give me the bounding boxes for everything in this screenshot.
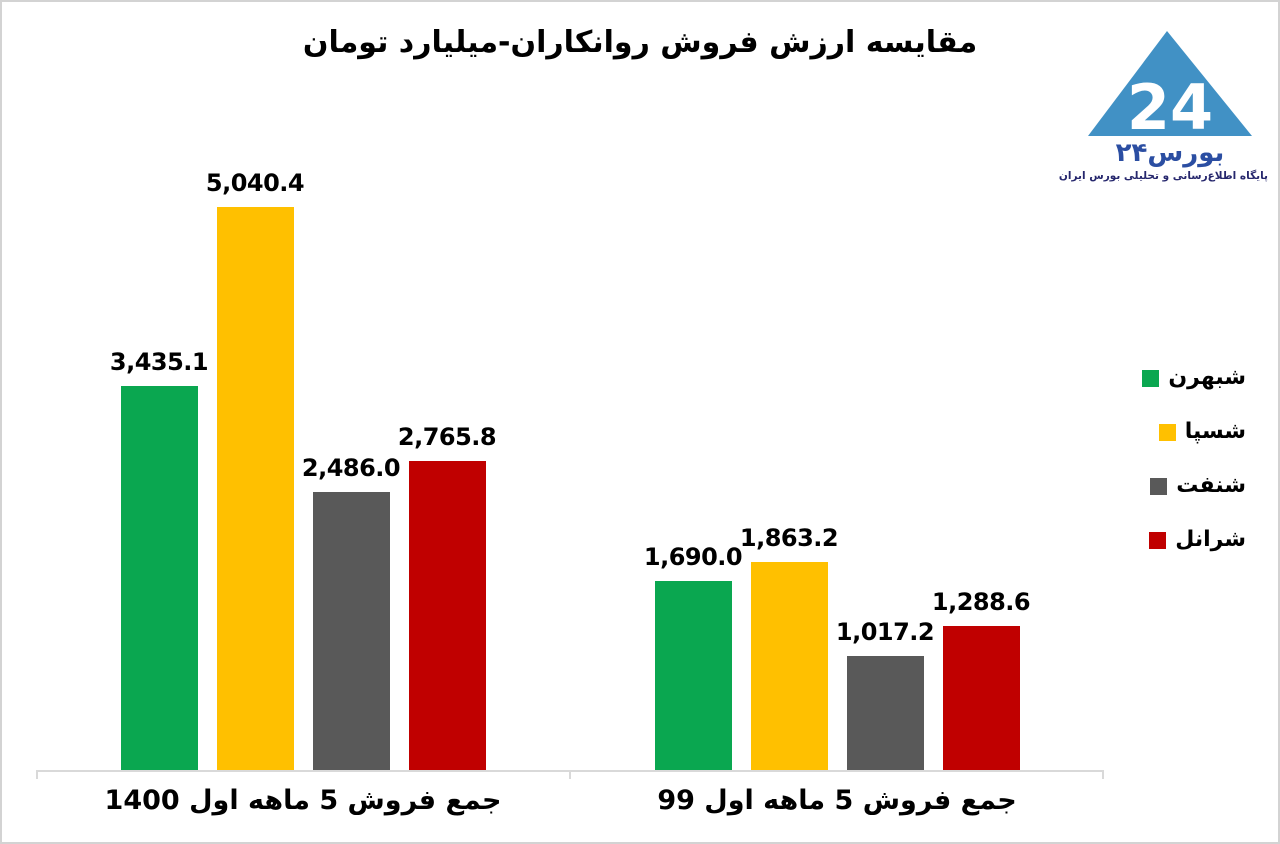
bar-g1-s4	[408, 461, 486, 770]
category-label-99: جمع فروش 5 ماهه اول 99	[657, 785, 1017, 816]
legend-item-2: شسپا	[1142, 418, 1246, 446]
bar-g1-s1	[120, 386, 198, 770]
legend-label: شرانل	[1175, 527, 1246, 552]
bar-g2-s4	[942, 626, 1020, 770]
legend-swatch-icon	[1142, 369, 1160, 387]
legend-item-3: شنفت	[1142, 472, 1246, 500]
bar-value-label: 1,017.2	[835, 618, 935, 646]
bar-value-label: 1,288.6	[931, 588, 1031, 616]
logo-24-digits: 24	[1126, 71, 1212, 138]
category-label-1400: جمع فروش 5 ماهه اول 1400	[104, 785, 502, 816]
legend-label: شنفت	[1176, 473, 1246, 498]
bar-g2-s1	[654, 581, 732, 770]
bar-value-label: 1,690.0	[643, 543, 743, 571]
bar-g1-s3	[312, 492, 390, 770]
legend-label: شسپا	[1184, 419, 1246, 444]
axis-tick-left	[36, 770, 38, 779]
axis-tick-right	[1102, 770, 1104, 779]
legend-item-1: شبهرن	[1142, 364, 1246, 392]
logo-name: بورس۲۴	[1115, 138, 1225, 168]
bourse24-logo: 24 بورس۲۴ پایگاه اطلاع‌رسانی و تحلیلی بو…	[1058, 28, 1270, 182]
logo-tagline: پایگاه اطلاع‌رسانی و تحلیلی بورس ایران	[1058, 170, 1268, 182]
bar-g2-s3	[846, 656, 924, 770]
bar-value-label: 3,435.1	[109, 348, 209, 376]
plot-area: جمع فروش 5 ماهه اول 1400 جمع فروش 5 ماهه…	[36, 169, 1104, 816]
bar-g2-s2	[750, 562, 828, 770]
bar-value-label: 2,765.8	[397, 423, 497, 451]
bar-value-label: 2,486.0	[301, 454, 401, 482]
bar-g1-s2	[216, 207, 294, 770]
legend: شبهرن شسپا شنفت شرانل	[1142, 364, 1246, 554]
legend-item-4: شرانل	[1142, 526, 1246, 554]
chart-title: مقایسه ارزش فروش روانکاران-میلیارد تومان	[302, 25, 978, 60]
legend-label: شبهرن	[1168, 365, 1246, 390]
logo-triangle-icon: 24	[1087, 31, 1252, 138]
legend-swatch-icon	[1150, 477, 1168, 495]
legend-swatch-icon	[1149, 531, 1167, 549]
axis-tick-center	[569, 770, 571, 779]
legend-swatch-icon	[1158, 423, 1176, 441]
bar-value-label: 1,863.2	[739, 524, 839, 552]
bar-value-label: 5,040.4	[205, 169, 305, 197]
